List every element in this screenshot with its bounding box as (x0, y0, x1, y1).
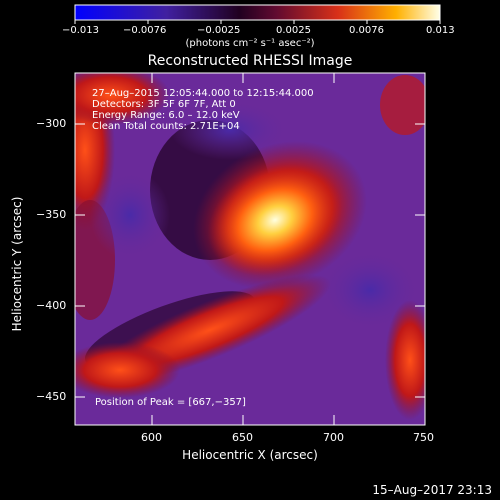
colorbar-tick-label: −0.0025 (197, 25, 241, 36)
x-tick-label: 650 (232, 431, 253, 444)
colorbar-tick-label: −0.0076 (123, 25, 167, 36)
colorbar-tick-label: 0.0076 (349, 25, 384, 36)
colorbar-units: (photons cm⁻² s⁻¹ asec⁻²) (185, 38, 315, 49)
y-tick-label: −350 (36, 208, 67, 221)
x-tick-label: 750 (413, 431, 434, 444)
y-tick-label: −300 (36, 117, 67, 130)
y-tick-label: −400 (36, 299, 67, 312)
annotation-peak-position: Position of Peak = [667,−357] (95, 397, 246, 408)
colorbar-tick-label: 0.013 (426, 25, 455, 36)
annotation-energy-range: Energy Range: 6.0 – 12.0 keV (92, 110, 240, 121)
render-timestamp: 15–Aug–2017 23:13 (372, 483, 492, 497)
colorbar-tick-label: −0.013 (62, 25, 100, 36)
x-tick-label: 700 (323, 431, 344, 444)
annotation-time-range: 27–Aug–2015 12:05:44.000 to 12:15:44.000 (92, 88, 314, 99)
image-annotation: 27–Aug–2015 12:05:44.000 to 12:15:44.000… (92, 88, 314, 132)
plot-frame (74, 72, 426, 426)
y-tick-label: −450 (36, 390, 67, 403)
x-tick-label: 600 (141, 431, 162, 444)
plot-title: Reconstructed RHESSI Image (147, 53, 353, 69)
y-axis-label: Heliocentric Y (arcsec) (10, 196, 24, 332)
solar-image (75, 73, 425, 425)
x-axis-label: Heliocentric X (arcsec) (182, 448, 318, 462)
annotation-counts: Clean Total counts: 2.71E+04 (92, 121, 240, 132)
colorbar (74, 4, 441, 21)
colorbar-tick-label: 0.0025 (276, 25, 311, 36)
annotation-detectors: Detectors: 3F 5F 6F 7F, Att 0 (92, 99, 236, 110)
